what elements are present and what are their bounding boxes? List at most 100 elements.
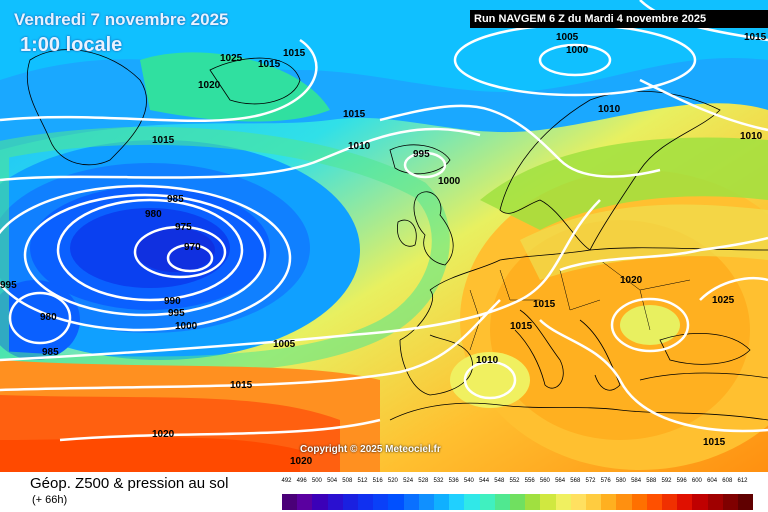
isobar-label: 980 bbox=[145, 209, 162, 220]
isobar-label: 1015 bbox=[533, 299, 556, 310]
coastlines bbox=[26, 49, 768, 421]
isobar-label: 1020 bbox=[198, 80, 221, 91]
scale-color-cell bbox=[722, 494, 738, 510]
isobar-label: 1015 bbox=[258, 59, 281, 70]
isobar-label: 1015 bbox=[744, 32, 767, 43]
scale-tick-label: 600 bbox=[691, 478, 702, 484]
legend-footer: Géop. Z500 & pression au sol (+ 66h) 492… bbox=[0, 472, 768, 512]
isobar-label: 985 bbox=[167, 194, 184, 205]
scale-color-cell bbox=[707, 494, 723, 510]
scale-color-cell bbox=[312, 494, 328, 510]
scale-tick-label: 592 bbox=[661, 478, 672, 484]
isobar-label: 985 bbox=[42, 347, 59, 358]
scale-tick-label: 564 bbox=[555, 478, 566, 484]
isobar-label: 1000 bbox=[438, 176, 461, 187]
scale-color-cell bbox=[631, 494, 647, 510]
isobar-label: 1015 bbox=[343, 109, 366, 120]
scale-tick-label: 560 bbox=[539, 478, 550, 484]
isobar-label: 1005 bbox=[556, 32, 579, 43]
isobar-lines bbox=[0, 0, 768, 440]
scale-tick-label: 576 bbox=[600, 478, 611, 484]
forecast-time: 1:00 locale bbox=[20, 34, 123, 56]
scale-tick-label: 520 bbox=[387, 478, 398, 484]
scale-color-cell bbox=[646, 494, 662, 510]
isobar-label: 1020 bbox=[290, 456, 313, 467]
isobar-label: 1020 bbox=[620, 275, 643, 286]
scale-color-cell bbox=[494, 494, 510, 510]
isobar-label: 1015 bbox=[152, 135, 175, 146]
scale-tick-label: 524 bbox=[403, 478, 414, 484]
scale-tick-label: 548 bbox=[494, 478, 505, 484]
isobar-label: 1025 bbox=[712, 295, 735, 306]
scale-tick-label: 508 bbox=[342, 478, 353, 484]
scale-color-cell bbox=[297, 494, 313, 510]
scale-color-cell bbox=[434, 494, 450, 510]
scale-color-cell bbox=[327, 494, 343, 510]
scale-color-cell bbox=[601, 494, 617, 510]
scale-tick-label: 596 bbox=[676, 478, 687, 484]
scale-color-cell bbox=[616, 494, 632, 510]
isobar-label: 970 bbox=[184, 242, 201, 253]
legend-subtitle: (+ 66h) bbox=[32, 494, 68, 506]
model-run-label: Run NAVGEM 6 Z du Mardi 4 novembre 2025 bbox=[470, 10, 768, 28]
scale-tick-label: 568 bbox=[570, 478, 581, 484]
isobar-label: 1010 bbox=[476, 355, 499, 366]
scale-tick-label: 528 bbox=[418, 478, 429, 484]
scale-color-cell bbox=[738, 494, 754, 510]
scale-color-cell bbox=[479, 494, 495, 510]
scale-color-cell bbox=[570, 494, 586, 510]
scale-tick-label: 496 bbox=[296, 478, 307, 484]
scale-tick-label: 588 bbox=[646, 478, 657, 484]
scale-tick-label: 492 bbox=[281, 478, 292, 484]
scale-tick-label: 544 bbox=[479, 478, 490, 484]
isobar-label: 995 bbox=[413, 149, 430, 160]
isobar-label: 995 bbox=[168, 308, 185, 319]
geopotential-field bbox=[0, 0, 768, 472]
scale-color-cell bbox=[677, 494, 693, 510]
isobar-label: 1010 bbox=[348, 141, 371, 152]
scale-tick-label: 608 bbox=[722, 478, 733, 484]
scale-tick-label: 572 bbox=[585, 478, 596, 484]
scale-tick-label: 552 bbox=[509, 478, 520, 484]
isobar-label: 990 bbox=[164, 296, 181, 307]
scale-color-cell bbox=[540, 494, 556, 510]
isobar-label: 1015 bbox=[230, 380, 253, 391]
isobar-label: 1010 bbox=[598, 104, 621, 115]
scale-color-cell bbox=[358, 494, 374, 510]
scale-color-cell bbox=[282, 494, 298, 510]
scale-color-cell bbox=[555, 494, 571, 510]
weather-map: 1025 1015 1015 1020 1015 1015 1010 995 1… bbox=[0, 0, 768, 472]
scale-tick-label: 584 bbox=[631, 478, 642, 484]
scale-color-cell bbox=[373, 494, 389, 510]
scale-tick-label: 512 bbox=[357, 478, 368, 484]
scale-color-cell bbox=[418, 494, 434, 510]
scale-tick-label: 612 bbox=[737, 478, 748, 484]
isobar-label: 980 bbox=[40, 312, 57, 323]
scale-color-cell bbox=[510, 494, 526, 510]
scale-color-cell bbox=[525, 494, 541, 510]
map-canvas: 1025 1015 1015 1020 1015 1015 1010 995 1… bbox=[0, 0, 768, 472]
isobar-label: 975 bbox=[175, 222, 192, 233]
scale-color-cell bbox=[449, 494, 465, 510]
scale-tick-label: 604 bbox=[707, 478, 718, 484]
scale-color-cell bbox=[388, 494, 404, 510]
scale-tick-label: 556 bbox=[524, 478, 535, 484]
isobar-labels: 1025 1015 1015 1020 1015 1015 1010 995 1… bbox=[0, 32, 767, 467]
scale-tick-label: 532 bbox=[433, 478, 444, 484]
copyright-notice: Copyright © 2025 Meteociel.fr bbox=[300, 444, 441, 455]
isobar-label: 1015 bbox=[703, 437, 726, 448]
scale-color-cell bbox=[662, 494, 678, 510]
isobar-label: 1015 bbox=[283, 48, 306, 59]
scale-color-cell bbox=[342, 494, 358, 510]
isobar-label: 1025 bbox=[220, 53, 243, 64]
legend-title: Géop. Z500 & pression au sol bbox=[30, 475, 229, 492]
isobar-label: 1010 bbox=[740, 131, 763, 142]
isobar-label: 1020 bbox=[152, 429, 175, 440]
scale-color-cell bbox=[692, 494, 708, 510]
scale-tick-label: 536 bbox=[448, 478, 459, 484]
scale-tick-label: 504 bbox=[327, 478, 338, 484]
isobar-label: 995 bbox=[0, 280, 17, 291]
isobar-label: 1000 bbox=[566, 45, 589, 56]
scale-tick-label: 516 bbox=[372, 478, 383, 484]
color-scale: 492 496 500 504 508 512 516 520 524 528 532 536 540 5… bbox=[281, 478, 754, 510]
